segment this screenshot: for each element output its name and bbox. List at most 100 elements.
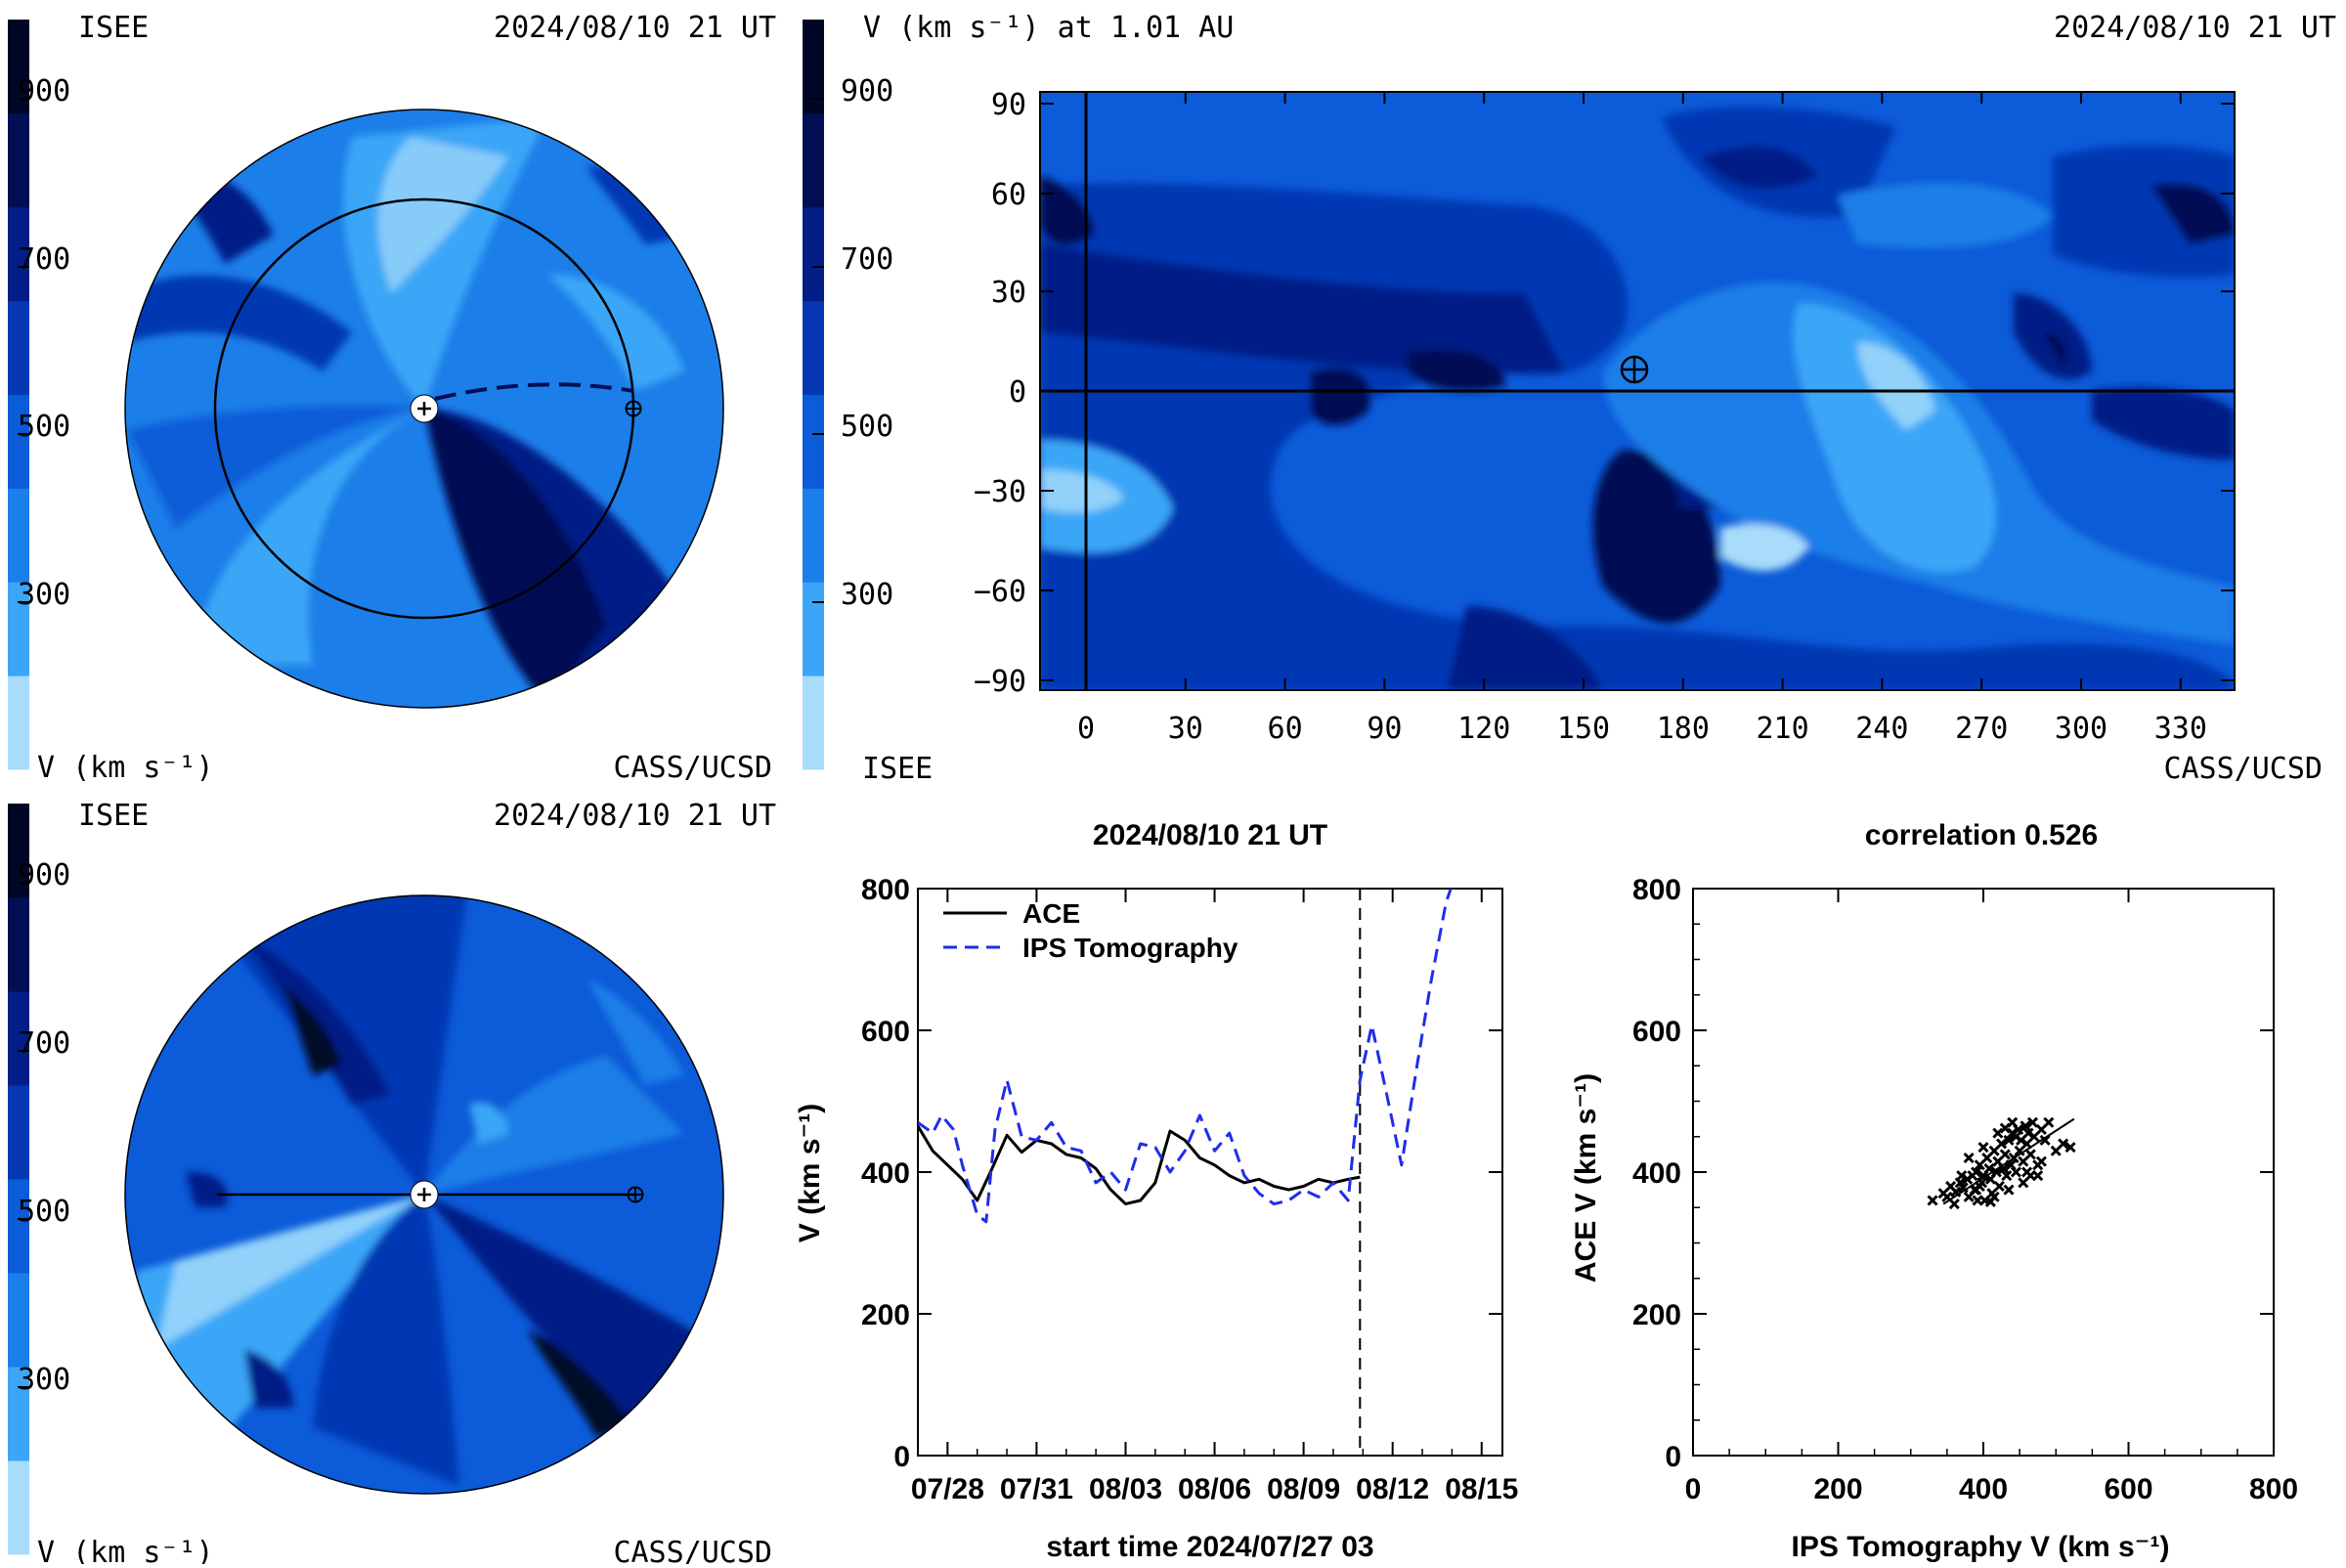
line-y-tick-label: 0 (893, 1441, 910, 1473)
scatter-point (1995, 1138, 2008, 1150)
colorbar-band (8, 991, 29, 1086)
map-x-tick-label: 210 (1757, 712, 1809, 746)
colorbar-band (8, 1367, 29, 1461)
scatter-point (1977, 1142, 1989, 1154)
scatter-point (2043, 1116, 2055, 1128)
panel-a: ISEE 2024/08/10 21 UT CASS/UCSD (78, 11, 776, 785)
colorbar-tick-label: 700 (18, 1026, 70, 1061)
scatter-chart-xlabel: IPS Tomography V (km s⁻¹) (1792, 1531, 2170, 1563)
scatter-x-tick-label: 200 (1813, 1473, 1862, 1505)
map-y-tick-label: 30 (991, 276, 1026, 310)
earth-icon (1620, 355, 1649, 384)
colorbar-tick-label: 500 (18, 1195, 70, 1229)
scatter-point (1992, 1127, 2004, 1139)
scatter-point (2039, 1134, 2051, 1146)
scatter-point (1983, 1162, 1995, 1174)
line-chart: 2024/08/10 21 UT 0 200 400 600 800 07/28 07/31… (794, 819, 1518, 1563)
map-x-tick-label: 90 (1367, 712, 1402, 746)
scatter-chart-title: correlation 0.526 (1865, 819, 2098, 851)
colorbar-band (803, 675, 824, 770)
colorbar-band (8, 1085, 29, 1180)
scatter-chart-axes: 0 200 400 600 800 0 200 400 600 800 (1632, 874, 2298, 1505)
colorbar-band (8, 582, 29, 676)
spiral-field-line (434, 382, 634, 401)
line-y-tick-label: 200 (861, 1299, 910, 1331)
map-ticks: 0 30 60 90 120 150 180 210 240 270 300 3309060300−3… (974, 88, 2235, 746)
map-footer-right: CASS/UCSD (2163, 752, 2323, 786)
line-x-tick-label: 07/28 (911, 1473, 984, 1505)
scatter-x-tick-label: 0 (1685, 1473, 1702, 1505)
scatter-point (2010, 1131, 2021, 1143)
colorbar-b: 900 700 500 300 V (km s⁻¹) (8, 804, 214, 1568)
map-x-tick-label: 180 (1657, 712, 1710, 746)
colorbar-tick-label: 900 (841, 74, 893, 109)
colorbar-band (8, 804, 29, 898)
sun-icon (410, 394, 439, 423)
map-footer-left: ISEE (862, 752, 933, 786)
line-chart-title: 2024/08/10 21 UT (1093, 819, 1327, 851)
colorbar-band (803, 112, 824, 208)
scatter-chart-frame (1692, 888, 2275, 1457)
scatter-x-tick-label: 400 (1959, 1473, 2008, 1505)
colorbar-unit-label: V (km s⁻¹) (37, 1536, 214, 1564)
legend-label-ips: IPS Tomography (1022, 933, 1238, 963)
colorbar-band (8, 300, 29, 395)
map-title-right: 2024/08/10 21 UT (2054, 11, 2336, 45)
scatter-point (2035, 1155, 2047, 1167)
scatter-point (1993, 1180, 2005, 1193)
colorbar-band (803, 20, 824, 114)
line-y-tick-label: 400 (861, 1157, 910, 1190)
map-x-tick-label: 60 (1268, 712, 1303, 746)
scatter-point (1999, 1122, 2011, 1134)
line-chart-ylabel: V (km s⁻¹) (794, 1104, 826, 1243)
scatter-point (1984, 1196, 1996, 1208)
scatter-point (2020, 1120, 2031, 1132)
map-y-tick-label: −30 (974, 475, 1026, 509)
ips-series-line (918, 889, 1453, 1224)
colorbar-band (8, 20, 29, 114)
map-x-tick-label: 330 (2154, 712, 2207, 746)
ace-series-line (918, 1125, 1361, 1206)
scatter-y-tick-label: 800 (1632, 874, 1681, 906)
scatter-x-tick-label: 600 (2104, 1473, 2152, 1505)
scatter-point (2001, 1170, 2013, 1182)
line-x-tick-label: 08/03 (1089, 1473, 1162, 1505)
colorbar-band (8, 488, 29, 583)
map-title-left: V (km s⁻¹) at 1.01 AU (863, 11, 1234, 45)
scatter-point (1963, 1152, 1975, 1164)
panel-a-footer-right: CASS/UCSD (613, 751, 772, 785)
panel-b-label-left: ISEE (78, 799, 149, 833)
colorbar-band (803, 488, 824, 583)
map-x-tick-label: 30 (1168, 712, 1203, 746)
scatter-point (2064, 1142, 2076, 1154)
colorbar-band (803, 300, 824, 395)
panel-a-label-right: 2024/08/10 21 UT (494, 11, 776, 45)
colorbar-a: 900 700 500 300 V (km s⁻¹) (8, 20, 214, 785)
colorbar-band (8, 1273, 29, 1368)
colorbar-tick-label: 300 (18, 1363, 70, 1397)
line-x-tick-label: 07/31 (1000, 1473, 1073, 1505)
map-y-tick-label: 90 (991, 88, 1026, 122)
scatter-point (1998, 1162, 2010, 1174)
colorbar-band (8, 112, 29, 208)
scatter-point (2026, 1116, 2039, 1128)
line-x-tick-label: 08/12 (1356, 1473, 1429, 1505)
earth-icon (627, 1186, 644, 1203)
map-y-tick-label: 0 (1009, 375, 1026, 410)
colorbar-band (8, 897, 29, 992)
colorbar-tick-label: 500 (18, 410, 70, 444)
colorbar-unit-label: V (km s⁻¹) (37, 751, 214, 785)
map-x-tick-label: 240 (1855, 712, 1908, 746)
scatter-x-tick-label: 800 (2249, 1473, 2298, 1505)
line-x-tick-label: 08/06 (1178, 1473, 1251, 1505)
scatter-point (1948, 1198, 1960, 1210)
map-x-tick-label: 270 (1955, 712, 2008, 746)
panel-a-label-left: ISEE (78, 11, 149, 45)
colorbar-band (8, 206, 29, 302)
scatter-point (1957, 1182, 1969, 1194)
colorbar-band (8, 394, 29, 489)
scatter-point (2010, 1166, 2021, 1178)
line-y-tick-label: 800 (861, 874, 910, 906)
